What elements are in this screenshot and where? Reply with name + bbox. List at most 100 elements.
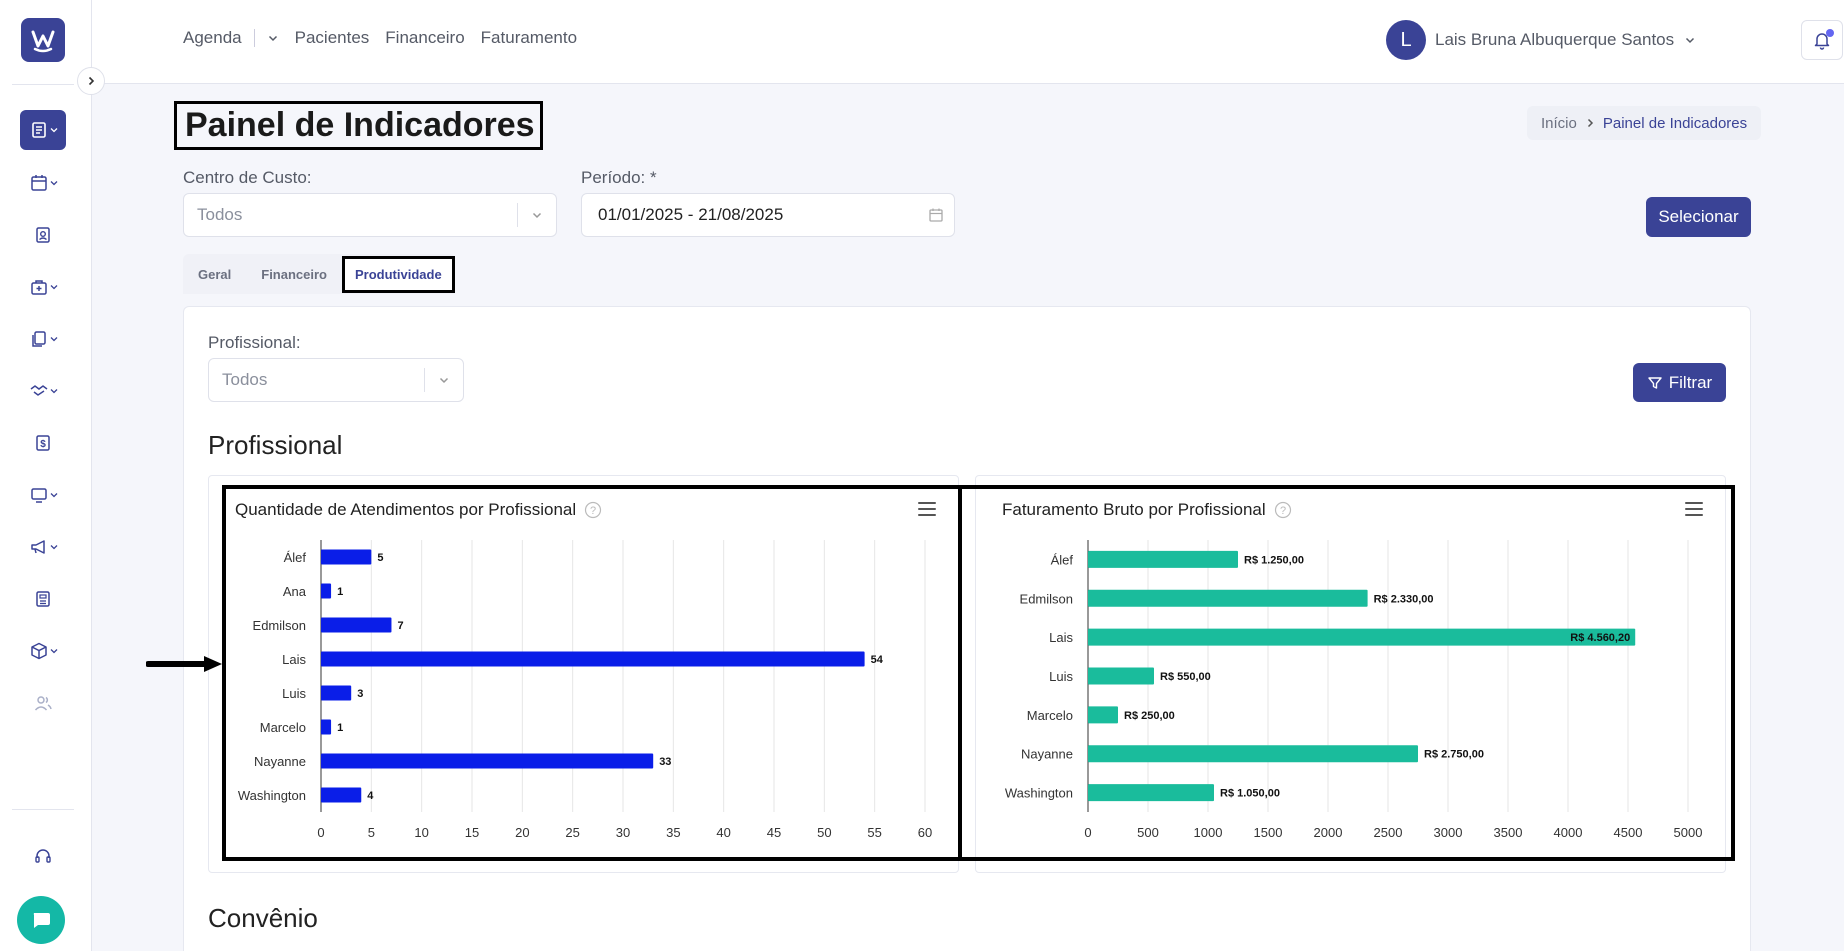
bar <box>1088 589 1368 607</box>
chevron-down-icon <box>50 337 57 342</box>
sidebar-item-marketing[interactable] <box>20 527 66 567</box>
category-label: Luis <box>1049 669 1073 684</box>
bar <box>321 651 865 667</box>
agenda-dropdown-toggle[interactable] <box>267 32 279 44</box>
sidebar-toggle-button[interactable] <box>77 67 105 95</box>
monitor-icon <box>30 488 47 503</box>
period-date-range-input[interactable]: 01/01/2025 - 21/08/2025 <box>581 193 955 237</box>
svg-text:$: $ <box>40 439 46 450</box>
sidebar-item-inventory[interactable] <box>20 631 66 671</box>
tab-geral[interactable]: Geral <box>198 266 232 282</box>
bar <box>1088 628 1636 646</box>
x-tick-label: 1500 <box>1254 825 1283 840</box>
x-tick-label: 20 <box>515 825 529 840</box>
bar <box>1088 745 1418 763</box>
sidebar-item-documents[interactable] <box>20 319 66 359</box>
sidebar-item-dashboard[interactable] <box>20 110 66 150</box>
chevron-down-icon <box>50 545 57 550</box>
sidebar-item-calendar[interactable] <box>20 163 66 203</box>
select-button[interactable]: Selecionar <box>1646 197 1751 237</box>
notifications-button[interactable] <box>1801 20 1843 60</box>
filter-button[interactable]: Filtrar <box>1633 363 1726 402</box>
sidebar-item-medical[interactable] <box>20 267 66 307</box>
category-label: Edmilson <box>253 618 306 633</box>
filter-button-label: Filtrar <box>1668 372 1713 392</box>
chart-title-text: Faturamento Bruto por Profissional <box>1002 500 1266 519</box>
chevron-right-icon <box>1587 118 1593 128</box>
sidebar-item-support[interactable] <box>20 836 66 876</box>
user-name: Lais Bruna Albuquerque Santos <box>1435 30 1675 49</box>
bar <box>321 753 654 769</box>
nav-agenda[interactable]: Agenda <box>183 28 242 47</box>
tab-produtividade[interactable]: Produtividade <box>342 255 455 293</box>
category-label: Nayanne <box>254 754 306 769</box>
data-label: 3 <box>357 688 363 700</box>
data-label: R$ 1.050,00 <box>1220 788 1280 800</box>
x-tick-label: 1000 <box>1194 825 1223 840</box>
sidebar-item-handshake[interactable] <box>20 371 66 411</box>
svg-text:?: ? <box>1280 505 1286 517</box>
chart-menu-icon[interactable] <box>1685 502 1703 516</box>
data-label: 5 <box>377 552 383 564</box>
professional-filter-label: Profissional: <box>208 333 301 352</box>
chart-title-revenue: Faturamento Bruto por Profissional ? <box>1002 500 1292 520</box>
chevron-down-icon <box>50 128 57 133</box>
megaphone-icon <box>30 540 45 554</box>
filter-icon <box>1648 376 1662 389</box>
nav-faturamento[interactable]: Faturamento <box>480 28 578 47</box>
breadcrumb-home[interactable]: Início <box>1541 114 1577 132</box>
chat-button[interactable] <box>17 896 65 944</box>
chevron-down-icon <box>1686 37 1695 44</box>
section-title-professional: Profissional <box>208 430 343 460</box>
brand-logo[interactable] <box>21 18 65 62</box>
sidebar-item-reports[interactable] <box>20 579 66 619</box>
bar <box>321 583 332 599</box>
data-label: 4 <box>367 790 374 802</box>
category-label: Ana <box>283 584 307 599</box>
nav-financeiro[interactable]: Financeiro <box>385 28 465 47</box>
x-tick-label: 4500 <box>1614 825 1643 840</box>
main-nav: Agenda Pacientes Financeiro Faturamento <box>183 28 593 48</box>
breadcrumb-current: Painel de Indicadores <box>1602 114 1748 132</box>
sidebar-item-screen[interactable] <box>20 475 66 515</box>
data-label: R$ 4.560,20 <box>1570 632 1630 644</box>
user-menu[interactable]: L Lais Bruna Albuquerque Santos <box>1386 20 1696 60</box>
sidebar-item-users[interactable] <box>20 683 66 723</box>
top-navbar: Agenda Pacientes Financeiro Faturamento … <box>92 0 1844 84</box>
sidebar-item-finance[interactable]: $ <box>20 423 66 463</box>
avatar: L <box>1386 20 1426 60</box>
x-tick-label: 4000 <box>1554 825 1583 840</box>
select-separator <box>424 368 425 392</box>
sidebar-divider <box>12 809 74 810</box>
chart-revenue: 0 500 1000 1500 2000 2500 3000 3500 4000 4500 5000… <box>1005 540 1703 840</box>
chart-panel-appointments <box>208 475 959 873</box>
tab-financeiro[interactable]: Financeiro <box>261 266 327 282</box>
chevron-down-icon <box>50 493 57 498</box>
nav-separator <box>253 29 255 47</box>
data-label: R$ 2.330,00 <box>1374 593 1434 605</box>
sidebar: $ <box>0 0 92 951</box>
x-tick-label: 500 <box>1137 825 1159 840</box>
help-icon[interactable]: ? <box>584 501 602 519</box>
professional-value: Todos <box>222 370 268 389</box>
chevron-down-icon <box>50 181 57 186</box>
x-tick-label: 35 <box>666 825 680 840</box>
help-icon[interactable]: ? <box>1274 501 1292 519</box>
x-tick-label: 0 <box>317 825 324 840</box>
id-card-icon <box>36 227 50 243</box>
professional-select[interactable]: Todos <box>208 358 464 402</box>
category-label: Álef <box>1051 552 1074 567</box>
chart-menu-icon[interactable] <box>918 502 936 516</box>
sidebar-item-patients[interactable] <box>20 215 66 255</box>
category-label: Álef <box>284 550 307 565</box>
x-tick-label: 5000 <box>1674 825 1703 840</box>
dollar-icon: $ <box>36 435 50 451</box>
nav-pacientes[interactable]: Pacientes <box>294 28 370 47</box>
cost-center-select[interactable]: Todos <box>183 193 557 237</box>
bell-icon <box>1814 33 1830 50</box>
newspaper-icon <box>36 591 50 607</box>
period-label: Período: * <box>581 168 657 187</box>
x-tick-label: 0 <box>1084 825 1091 840</box>
category-label: Nayanne <box>1021 747 1073 762</box>
data-label: 1 <box>337 722 343 734</box>
